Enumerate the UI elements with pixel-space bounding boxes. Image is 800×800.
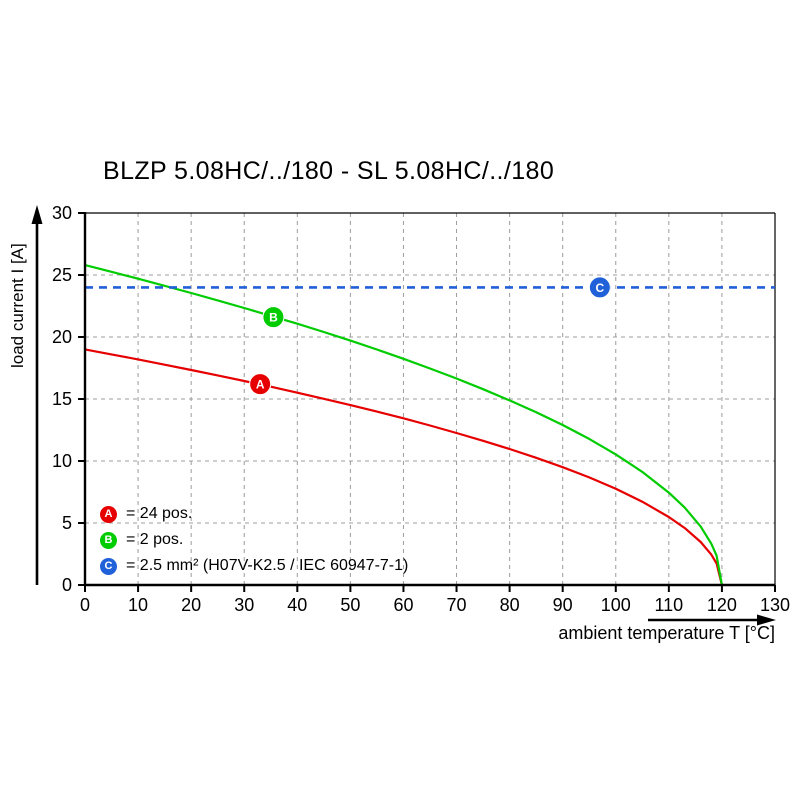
y-tick-label: 15 [52, 389, 72, 409]
legend-item-c: C = 2.5 mm² (H07V-K2.5 / IEC 60947-7-1) [100, 553, 408, 579]
legend-label-c: = 2.5 mm² (H07V-K2.5 / IEC 60947-7-1) [126, 557, 409, 574]
y-axis-arrow-head-icon [31, 205, 43, 224]
legend-marker-a-icon: A [100, 505, 117, 523]
legend: A = 24 pos. B = 2 pos. C = 2.5 mm² (H07V… [100, 501, 408, 579]
series-A-curve [84, 348, 723, 586]
legend-marker-c-icon: C [100, 557, 117, 575]
x-tick-label: 50 [340, 595, 360, 615]
curve-marker-b-label: B [269, 311, 278, 325]
y-tick-label: 25 [52, 265, 72, 285]
x-tick-label: 90 [553, 595, 573, 615]
y-axis-label: load current I [A] [8, 243, 27, 368]
legend-item-b: B = 2 pos. [100, 527, 408, 553]
x-tick-label: 30 [234, 595, 254, 615]
x-tick-label: 110 [654, 595, 683, 615]
curve-marker-a-label: A [256, 378, 265, 392]
x-tick-label: 120 [707, 595, 737, 615]
y-tick-label: 5 [62, 513, 72, 533]
legend-marker-b-icon: B [100, 531, 117, 549]
x-tick-label: 20 [181, 595, 201, 615]
x-tick-label: 0 [80, 595, 90, 615]
y-tick-label: 30 [52, 203, 72, 223]
x-axis-arrow-head-icon [757, 614, 776, 626]
y-tick-label: 20 [52, 327, 72, 347]
x-tick-label: 130 [760, 595, 790, 615]
chart-title: BLZP 5.08HC/../180 - SL 5.08HC/../180 [103, 157, 555, 185]
curve-marker-a-icon [249, 373, 272, 396]
legend-label-b: = 2 pos. [126, 531, 184, 548]
x-tick-label: 80 [500, 595, 520, 615]
x-tick-label: 70 [447, 595, 467, 615]
x-tick-label: 100 [601, 595, 631, 615]
legend-label-a: = 24 pos. [126, 505, 193, 522]
x-tick-label: 60 [393, 595, 413, 615]
x-tick-label: 40 [287, 595, 307, 615]
curve-marker-c-label: C [596, 281, 605, 295]
x-tick-label: 10 [128, 595, 148, 615]
x-axis-label: ambient temperature T [°C] [558, 623, 775, 643]
curve-marker-c-icon [588, 276, 611, 299]
y-tick-label: 0 [62, 575, 72, 595]
curve-marker-b-icon [262, 306, 285, 329]
series-B-curve [84, 264, 723, 586]
legend-item-a: A = 24 pos. [100, 501, 408, 527]
y-tick-label: 10 [52, 451, 72, 471]
